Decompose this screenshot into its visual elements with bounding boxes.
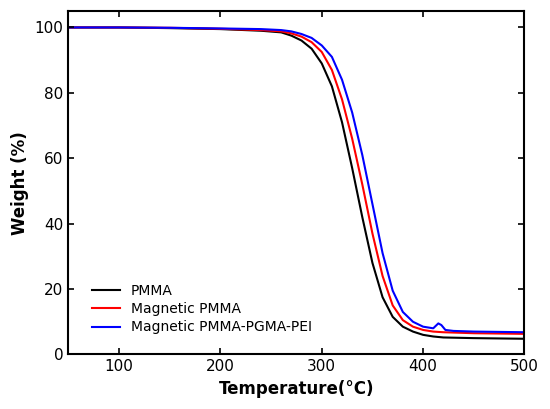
PMMA: [65, 25, 72, 30]
Magnetic PMMA: [288, 31, 295, 36]
Magnetic PMMA: [257, 28, 264, 33]
Magnetic PMMA-PGMA-PEI: [65, 25, 72, 30]
Magnetic PMMA-PGMA-PEI: [389, 288, 396, 293]
Magnetic PMMA: [167, 25, 173, 30]
PMMA: [470, 336, 477, 341]
PMMA: [116, 25, 122, 30]
Magnetic PMMA: [116, 25, 122, 30]
PMMA: [359, 215, 366, 220]
PMMA: [339, 120, 345, 125]
Magnetic PMMA-PGMA-PEI: [435, 321, 442, 326]
Magnetic PMMA-PGMA-PEI: [288, 29, 295, 34]
PMMA: [521, 336, 528, 341]
Magnetic PMMA: [65, 25, 72, 30]
Magnetic PMMA-PGMA-PEI: [217, 26, 224, 31]
Magnetic PMMA: [379, 274, 386, 279]
Magnetic PMMA: [278, 29, 284, 34]
Magnetic PMMA: [410, 324, 416, 329]
Magnetic PMMA: [521, 331, 528, 336]
Magnetic PMMA-PGMA-PEI: [257, 27, 264, 31]
Magnetic PMMA-PGMA-PEI: [379, 251, 386, 256]
PMMA: [328, 84, 335, 89]
PMMA: [318, 61, 325, 66]
Magnetic PMMA-PGMA-PEI: [359, 153, 366, 157]
Magnetic PMMA-PGMA-PEI: [298, 31, 305, 36]
PMMA: [430, 334, 437, 339]
Line: PMMA: PMMA: [68, 27, 525, 339]
Magnetic PMMA-PGMA-PEI: [328, 54, 335, 59]
Magnetic PMMA-PGMA-PEI: [470, 329, 477, 334]
Magnetic PMMA: [298, 34, 305, 39]
PMMA: [440, 335, 447, 340]
Magnetic PMMA-PGMA-PEI: [450, 328, 457, 333]
PMMA: [257, 28, 264, 33]
Magnetic PMMA: [359, 182, 366, 187]
Magnetic PMMA: [349, 136, 355, 141]
PMMA: [278, 30, 284, 35]
Magnetic PMMA-PGMA-PEI: [399, 310, 406, 315]
PMMA: [369, 261, 376, 265]
Magnetic PMMA: [339, 97, 345, 102]
Magnetic PMMA: [217, 26, 224, 31]
Magnetic PMMA-PGMA-PEI: [410, 319, 416, 324]
Magnetic PMMA: [430, 329, 437, 334]
PMMA: [420, 333, 426, 337]
Magnetic PMMA: [420, 328, 426, 333]
Magnetic PMMA-PGMA-PEI: [442, 328, 449, 333]
Magnetic PMMA: [470, 331, 477, 336]
PMMA: [309, 46, 315, 51]
Magnetic PMMA-PGMA-PEI: [116, 25, 122, 30]
Line: Magnetic PMMA-PGMA-PEI: Magnetic PMMA-PGMA-PEI: [68, 27, 525, 332]
PMMA: [298, 38, 305, 43]
Magnetic PMMA-PGMA-PEI: [369, 202, 376, 207]
Magnetic PMMA-PGMA-PEI: [430, 326, 437, 331]
Magnetic PMMA-PGMA-PEI: [349, 110, 355, 115]
PMMA: [399, 324, 406, 329]
Legend: PMMA, Magnetic PMMA, Magnetic PMMA-PGMA-PEI: PMMA, Magnetic PMMA, Magnetic PMMA-PGMA-…: [89, 281, 315, 337]
PMMA: [288, 33, 295, 38]
PMMA: [167, 26, 173, 31]
X-axis label: Temperature(°C): Temperature(°C): [219, 380, 374, 398]
Magnetic PMMA: [389, 303, 396, 308]
PMMA: [389, 315, 396, 319]
Magnetic PMMA-PGMA-PEI: [278, 28, 284, 33]
Magnetic PMMA-PGMA-PEI: [521, 330, 528, 335]
Magnetic PMMA-PGMA-PEI: [339, 77, 345, 82]
PMMA: [379, 295, 386, 300]
Magnetic PMMA: [440, 330, 447, 335]
PMMA: [410, 329, 416, 334]
Magnetic PMMA-PGMA-PEI: [420, 324, 426, 329]
Line: Magnetic PMMA: Magnetic PMMA: [68, 27, 525, 334]
Magnetic PMMA: [399, 318, 406, 323]
Magnetic PMMA-PGMA-PEI: [309, 36, 315, 40]
Magnetic PMMA-PGMA-PEI: [167, 25, 173, 30]
Magnetic PMMA: [318, 49, 325, 54]
Magnetic PMMA-PGMA-PEI: [318, 43, 325, 48]
PMMA: [349, 166, 355, 171]
Magnetic PMMA-PGMA-PEI: [438, 323, 444, 328]
Magnetic PMMA: [309, 40, 315, 45]
PMMA: [217, 27, 224, 31]
Magnetic PMMA: [328, 67, 335, 72]
Magnetic PMMA: [369, 231, 376, 236]
Y-axis label: Weight (%): Weight (%): [11, 131, 29, 235]
